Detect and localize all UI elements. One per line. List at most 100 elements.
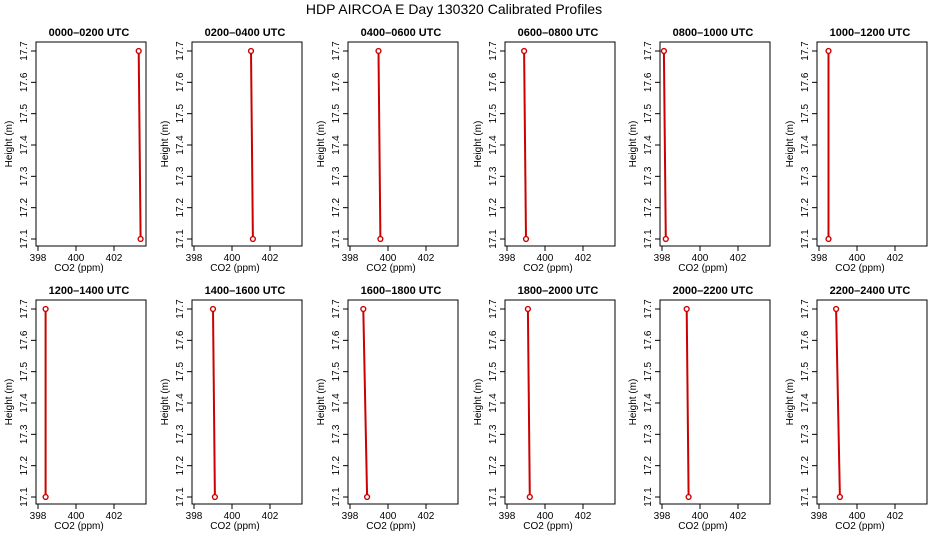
x-tick-label: 400 bbox=[692, 511, 709, 522]
y-tick-label: 17.5 bbox=[175, 361, 186, 381]
data-point bbox=[662, 235, 669, 243]
y-tick-label: 17.4 bbox=[175, 393, 186, 413]
panel-title: 0000–0200 UTC bbox=[49, 27, 130, 39]
plot-frame bbox=[504, 299, 616, 505]
y-tick-label: 17.5 bbox=[331, 361, 342, 381]
x-tick-label: 398 bbox=[811, 511, 828, 522]
data-point bbox=[42, 493, 49, 501]
y-tick-label: 17.1 bbox=[331, 229, 342, 249]
x-tick-label: 400 bbox=[537, 511, 554, 522]
y-tick-label: 17.2 bbox=[19, 455, 30, 475]
x-tick-label: 398 bbox=[30, 253, 47, 264]
profile-line bbox=[835, 308, 841, 498]
y-tick-label: 17.7 bbox=[800, 299, 811, 319]
y-tick-label: 17.5 bbox=[175, 103, 186, 123]
panel-title: 0800–1000 UTC bbox=[673, 27, 754, 39]
panel-grid: 0000–0200 UTC 17.1 17.2 17.3 17.4 17.5 17.6 17.… bbox=[4, 27, 928, 532]
x-tick-label: 400 bbox=[68, 253, 85, 264]
x-tick-label: 398 bbox=[186, 253, 203, 264]
data-point bbox=[683, 305, 690, 313]
panel-10: 2000–2200 UTC 17.1 17.2 17.3 17.4 17.5 17.6 17.… bbox=[628, 285, 771, 532]
y-tick-label: 17.7 bbox=[19, 41, 30, 61]
panel-title: 0200–0400 UTC bbox=[205, 27, 286, 39]
data-point bbox=[249, 235, 257, 243]
panel-3: 0600–0800 UTC 17.1 17.2 17.3 17.4 17.5 17.6 17.… bbox=[473, 27, 616, 274]
plot-frame bbox=[347, 41, 459, 247]
y-tick-label: 17.5 bbox=[800, 361, 811, 381]
y-axis-label: Height (m) bbox=[160, 121, 171, 168]
x-tick-label: 402 bbox=[262, 253, 279, 264]
x-tick-label: 398 bbox=[186, 511, 203, 522]
x-axis-label: CO2 (ppm) bbox=[54, 263, 103, 274]
y-tick-label: 17.2 bbox=[643, 455, 654, 475]
y-tick-label: 17.6 bbox=[19, 330, 30, 350]
data-point bbox=[526, 493, 533, 501]
plot-frame bbox=[659, 299, 771, 505]
x-tick-label: 400 bbox=[224, 511, 241, 522]
y-tick-label: 17.6 bbox=[488, 330, 499, 350]
y-axis-label: Height (m) bbox=[473, 121, 484, 168]
panel-title: 0600–0800 UTC bbox=[518, 27, 599, 39]
plot-frame bbox=[191, 299, 303, 505]
y-tick-label: 17.2 bbox=[800, 455, 811, 475]
profile-line bbox=[250, 50, 254, 240]
panel-0: 0000–0200 UTC 17.1 17.2 17.3 17.4 17.5 17.6 17.… bbox=[4, 27, 147, 274]
x-tick-label: 400 bbox=[68, 511, 85, 522]
y-tick-label: 17.3 bbox=[800, 424, 811, 444]
y-tick-label: 17.6 bbox=[331, 330, 342, 350]
panel-title: 1400–1600 UTC bbox=[205, 285, 286, 297]
x-tick-label: 402 bbox=[575, 511, 592, 522]
x-axis-label: CO2 (ppm) bbox=[835, 521, 884, 532]
x-tick-label: 402 bbox=[262, 511, 279, 522]
y-tick-label: 17.3 bbox=[19, 166, 30, 186]
x-tick-label: 398 bbox=[342, 253, 359, 264]
y-tick-label: 17.5 bbox=[800, 103, 811, 123]
y-axis-label: Height (m) bbox=[473, 379, 484, 426]
y-axis-label: Height (m) bbox=[4, 121, 15, 168]
y-tick-label: 17.2 bbox=[488, 455, 499, 475]
panel-1: 0200–0400 UTC 17.1 17.2 17.3 17.4 17.5 17.6 17.… bbox=[160, 27, 303, 274]
plot-frame bbox=[35, 299, 147, 505]
plot-frame bbox=[35, 41, 147, 247]
y-tick-label: 17.2 bbox=[800, 197, 811, 217]
y-axis-label: Height (m) bbox=[316, 379, 327, 426]
y-tick-label: 17.6 bbox=[800, 72, 811, 92]
y-tick-label: 17.4 bbox=[331, 393, 342, 413]
y-tick-label: 17.1 bbox=[331, 487, 342, 507]
x-tick-label: 402 bbox=[730, 511, 747, 522]
y-tick-label: 17.5 bbox=[488, 103, 499, 123]
y-tick-label: 17.4 bbox=[19, 135, 30, 155]
x-tick-label: 400 bbox=[537, 253, 554, 264]
y-tick-label: 17.6 bbox=[643, 72, 654, 92]
y-tick-label: 17.5 bbox=[331, 103, 342, 123]
y-tick-label: 17.7 bbox=[19, 299, 30, 319]
y-axis-label: Height (m) bbox=[160, 379, 171, 426]
y-axis-label: Height (m) bbox=[785, 379, 796, 426]
y-tick-label: 17.4 bbox=[19, 393, 30, 413]
y-tick-label: 17.6 bbox=[175, 330, 186, 350]
x-axis-label: CO2 (ppm) bbox=[678, 521, 727, 532]
profile-line bbox=[526, 308, 531, 498]
profile-line bbox=[137, 50, 142, 240]
figure-title: HDP AIRCOA E Day 130320 Calibrated Profi… bbox=[306, 1, 602, 17]
data-point bbox=[524, 305, 532, 313]
y-tick-label: 17.3 bbox=[331, 424, 342, 444]
y-axis-label: Height (m) bbox=[4, 379, 15, 426]
profile-line bbox=[362, 308, 369, 498]
y-tick-label: 17.2 bbox=[331, 455, 342, 475]
panel-8: 1600–1800 UTC 17.1 17.2 17.3 17.4 17.5 17.6 17.… bbox=[316, 285, 459, 532]
y-tick-label: 17.7 bbox=[331, 41, 342, 61]
x-tick-label: 402 bbox=[106, 511, 123, 522]
y-tick-label: 17.1 bbox=[800, 229, 811, 249]
x-tick-label: 400 bbox=[380, 253, 397, 264]
panel-6: 1200–1400 UTC 17.1 17.2 17.3 17.4 17.5 17.6 17.… bbox=[4, 285, 147, 532]
data-point bbox=[247, 47, 255, 55]
y-tick-label: 17.3 bbox=[331, 166, 342, 186]
x-axis-label: CO2 (ppm) bbox=[54, 521, 103, 532]
x-tick-label: 402 bbox=[418, 511, 435, 522]
panel-title: 1600–1800 UTC bbox=[361, 285, 442, 297]
data-point bbox=[660, 47, 668, 55]
y-tick-label: 17.2 bbox=[175, 197, 186, 217]
y-tick-label: 17.4 bbox=[800, 393, 811, 413]
